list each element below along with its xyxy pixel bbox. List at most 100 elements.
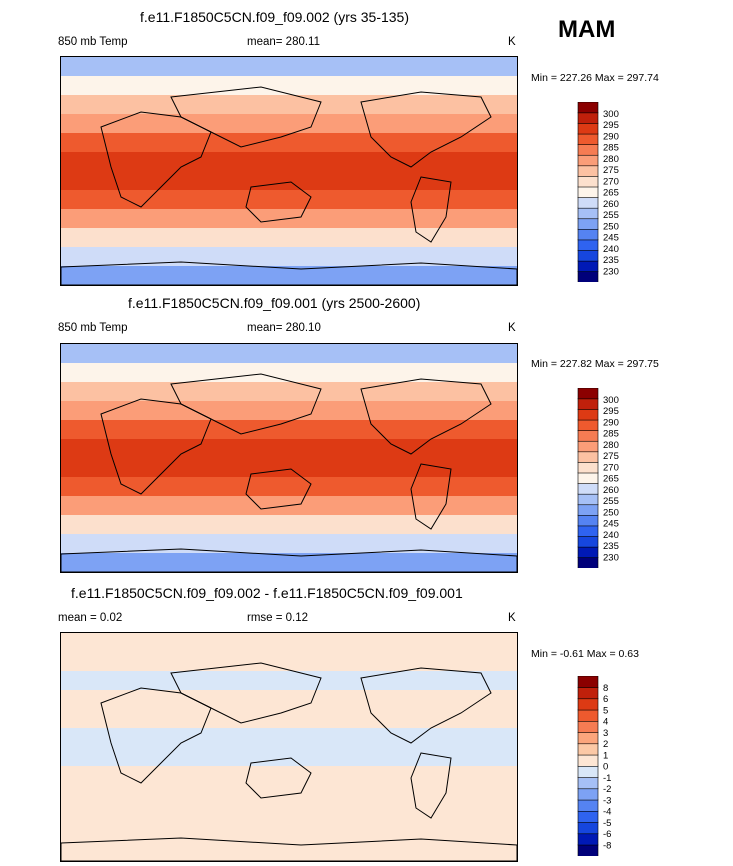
colorbar-tick-label: 285 — [603, 429, 619, 440]
colorbar-tick-label: 0 — [603, 762, 608, 773]
colorbar-tick-label: 230 — [603, 266, 619, 277]
continent-outline — [245, 181, 312, 223]
map-lat-band — [61, 652, 517, 672]
panel-1-minmax: Min = 227.26 Max = 297.74 — [531, 72, 659, 84]
colorbar-tick-label: 295 — [603, 406, 619, 417]
map-lat-band — [61, 76, 517, 96]
colorbar-band — [577, 228, 599, 241]
colorbar-tick-label: 270 — [603, 462, 619, 473]
colorbar-band — [577, 207, 599, 220]
continent-outline — [170, 373, 322, 435]
panel-3-minmax: Min = -0.61 Max = 0.63 — [531, 648, 639, 660]
colorbar-tick-label: 290 — [603, 131, 619, 142]
colorbar-tick-label: 270 — [603, 176, 619, 187]
colorbar-band — [577, 472, 599, 484]
colorbar-band — [577, 833, 599, 846]
map-lat-band — [61, 171, 517, 191]
colorbar-band — [577, 451, 599, 463]
colorbar-tick-label: 235 — [603, 541, 619, 552]
colorbar-tick-label: 240 — [603, 530, 619, 541]
map-lat-band — [61, 515, 517, 535]
map-lat-band — [61, 534, 517, 554]
continent-outline — [245, 468, 312, 510]
colorbar-tick-label: 255 — [603, 496, 619, 507]
panel-2-map — [60, 343, 518, 573]
continent-outline — [360, 91, 492, 168]
colorbar-tick-label: -3 — [603, 795, 611, 806]
colorbar-band — [577, 398, 599, 410]
continent-outline — [410, 752, 452, 819]
map-lat-band — [61, 57, 517, 77]
panel-2-colorbar-svg: 2302352402452502552602652702752802852902… — [577, 388, 619, 568]
colorbar-band — [577, 709, 599, 722]
colorbar-tick-label: -2 — [603, 784, 611, 795]
colorbar-band — [577, 788, 599, 801]
panel-2-colorbar: 230 235 240 245 250 255 260 265 270 275 280 285 290 2… — [577, 388, 637, 568]
map-lat-band — [61, 747, 517, 767]
colorbar-tick-label: 2 — [603, 739, 608, 750]
map-lat-band — [61, 152, 517, 172]
colorbar-band — [577, 676, 599, 688]
map-lat-band — [61, 114, 517, 134]
continent-outline — [360, 667, 492, 744]
colorbar-tick-label: 295 — [603, 120, 619, 131]
colorbar-tick-label: -4 — [603, 807, 611, 818]
panel-1-field-label: 850 mb Temp — [58, 36, 128, 48]
colorbar-band — [577, 535, 599, 548]
colorbar-band — [577, 810, 599, 823]
map-lat-band — [61, 804, 517, 824]
colorbar-band — [577, 218, 599, 230]
colorbar-band — [577, 720, 599, 733]
map-lat-band — [61, 363, 517, 383]
colorbar-tick-label: 275 — [603, 165, 619, 176]
continent-outline — [61, 548, 517, 572]
colorbar-band — [577, 249, 599, 262]
colorbar-tick-label: 290 — [603, 417, 619, 428]
colorbar-band — [577, 430, 599, 442]
map-lat-band — [61, 420, 517, 440]
colorbar-band — [577, 154, 599, 167]
colorbar-tick-label: 260 — [603, 485, 619, 496]
map-lat-band — [61, 382, 517, 402]
continent-outline — [410, 463, 452, 530]
panel-1-map — [60, 56, 518, 286]
colorbar-band — [577, 102, 599, 114]
colorbar-tick-label: 5 — [603, 705, 608, 716]
panel-1-colorbar: 230 235 240 245 250 255 260 265 270 275 280 285 290 2… — [577, 102, 637, 282]
season-label: MAM — [558, 16, 616, 43]
continent-outline — [100, 398, 212, 495]
map-lat-band — [61, 477, 517, 497]
colorbar-tick-label: 300 — [603, 395, 619, 406]
map-lat-band — [61, 247, 517, 267]
colorbar-tick-label: 265 — [603, 188, 619, 199]
colorbar-band — [577, 546, 599, 559]
colorbar-tick-label: -6 — [603, 829, 611, 840]
colorbar-band — [577, 260, 599, 273]
panel-3-map-svg — [61, 633, 517, 861]
colorbar-band — [577, 765, 599, 778]
colorbar-tick-label: 245 — [603, 233, 619, 244]
colorbar-tick-label: 260 — [603, 199, 619, 210]
colorbar-band — [577, 557, 599, 568]
colorbar-band — [577, 196, 599, 209]
colorbar-band — [577, 686, 599, 700]
colorbar-tick-label: 6 — [603, 694, 608, 705]
map-lat-band — [61, 553, 517, 572]
panel-2-mean-label: mean= 280.10 — [247, 322, 321, 334]
panel-2-field-label: 850 mb Temp — [58, 322, 128, 334]
colorbar-band — [577, 112, 599, 124]
map-lat-band — [61, 690, 517, 710]
colorbar-band — [577, 419, 599, 431]
continent-outline — [170, 86, 322, 148]
colorbar-band — [577, 186, 599, 198]
continent-outline — [100, 687, 212, 784]
colorbar-band — [577, 165, 599, 177]
continent-outline — [170, 662, 322, 724]
map-lat-band — [61, 190, 517, 210]
map-lat-band — [61, 458, 517, 478]
colorbar-band — [577, 504, 599, 516]
map-lat-band — [61, 266, 517, 285]
colorbar-band — [577, 482, 599, 495]
map-lat-band — [61, 95, 517, 115]
